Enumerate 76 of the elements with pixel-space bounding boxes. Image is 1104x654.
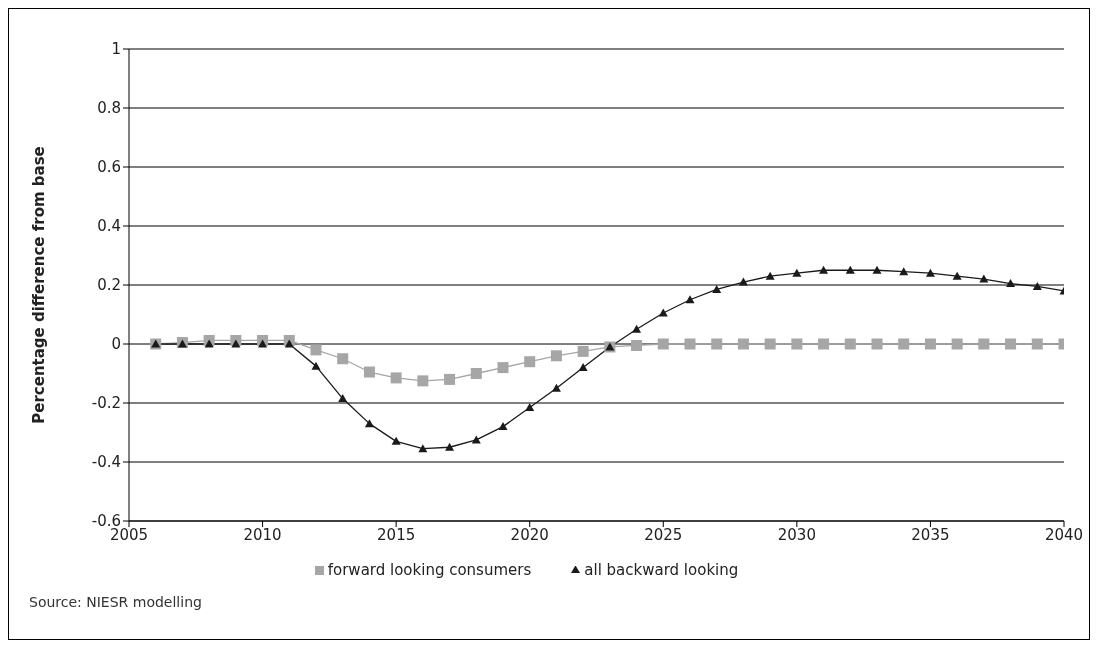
legend-label: forward looking consumers — [327, 561, 532, 579]
point — [765, 271, 775, 280]
x-tick-label: 2010 — [243, 525, 282, 544]
y-axis-title: Percentage difference from base — [30, 146, 49, 424]
point — [550, 350, 562, 362]
point — [712, 284, 722, 293]
point — [364, 419, 374, 428]
point — [1031, 338, 1043, 350]
point — [792, 268, 802, 277]
point — [578, 363, 588, 372]
y-tick-label: 0.6 — [97, 158, 121, 177]
point — [525, 402, 535, 411]
point — [737, 338, 749, 350]
x-tick-label: 2040 — [1044, 525, 1084, 544]
point — [685, 295, 695, 304]
point — [524, 356, 536, 368]
point — [898, 338, 910, 350]
point — [391, 436, 401, 445]
y-tick-label: 1 — [111, 40, 121, 59]
point — [338, 394, 348, 403]
point — [871, 338, 883, 350]
point — [417, 375, 429, 387]
point — [498, 422, 508, 431]
point — [899, 267, 909, 276]
y-tick-label: 0.4 — [97, 217, 121, 236]
point — [1032, 281, 1042, 290]
point — [445, 442, 455, 451]
y-tick-label: -0.4 — [91, 453, 121, 472]
point — [444, 373, 456, 385]
x-tick-label: 2015 — [377, 525, 416, 544]
point — [1006, 279, 1016, 288]
point — [845, 265, 855, 274]
point — [978, 338, 990, 350]
point — [632, 324, 642, 333]
point — [470, 368, 482, 379]
x-tick-label: 2025 — [644, 525, 683, 544]
point — [363, 366, 375, 378]
point — [284, 339, 294, 348]
x-tick-label: 2035 — [911, 525, 950, 544]
point — [551, 383, 561, 392]
point — [231, 339, 241, 348]
point — [684, 338, 696, 350]
point — [657, 338, 669, 350]
y-tick-label: 0.2 — [97, 276, 121, 295]
point — [1005, 338, 1017, 350]
point — [979, 274, 989, 283]
point — [764, 338, 776, 350]
point — [818, 338, 830, 350]
y-tick-label: 0 — [111, 335, 121, 354]
point — [791, 338, 803, 350]
point — [819, 265, 829, 274]
point — [925, 268, 935, 277]
point — [577, 345, 589, 357]
source-note: Source: NIESR modelling — [29, 594, 202, 610]
point — [311, 361, 321, 370]
point — [497, 362, 509, 374]
point — [204, 339, 214, 348]
point — [738, 277, 748, 286]
point — [390, 372, 402, 384]
point — [711, 338, 723, 350]
point — [872, 265, 882, 274]
y-tick-label: 0.8 — [97, 99, 121, 118]
point — [952, 271, 962, 280]
point — [337, 353, 349, 365]
x-tick-label: 2030 — [777, 525, 816, 544]
point — [631, 339, 643, 351]
point — [924, 338, 936, 350]
x-tick-label: 2020 — [510, 525, 549, 544]
legend-label: all backward looking — [584, 561, 739, 579]
point — [658, 308, 668, 317]
point — [418, 444, 428, 453]
point — [258, 339, 268, 348]
point — [951, 338, 963, 350]
point — [310, 344, 322, 356]
point — [844, 338, 856, 350]
y-tick-label: -0.2 — [91, 394, 121, 413]
